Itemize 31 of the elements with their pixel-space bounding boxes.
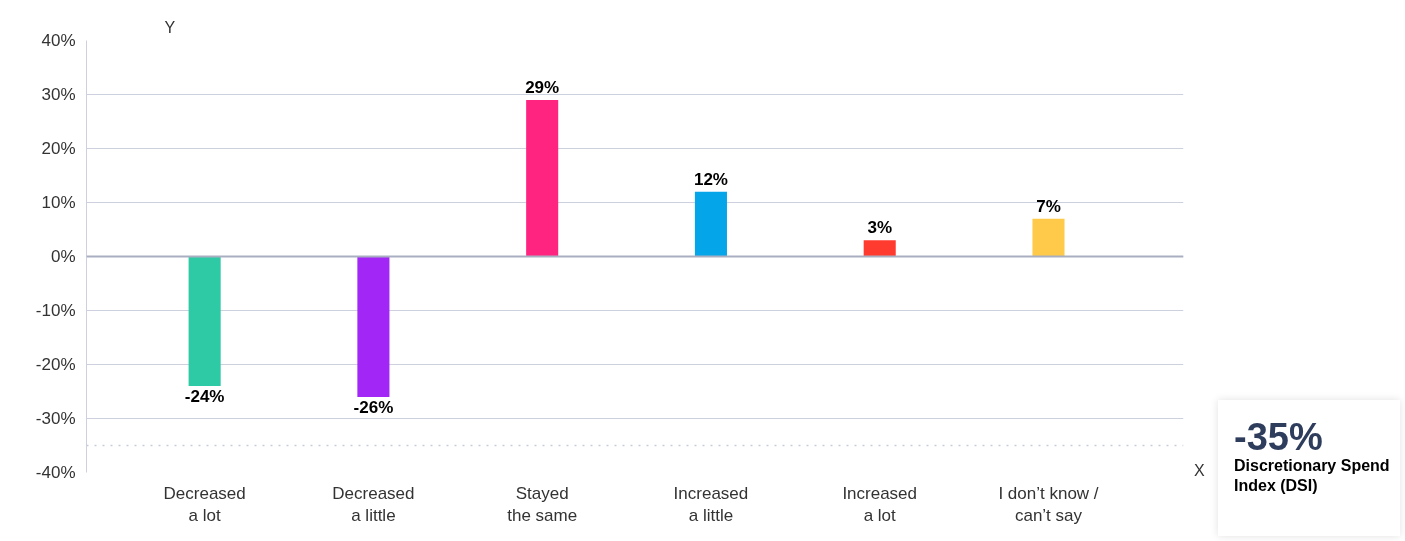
text: Discretionary Spend Index (DSI) <box>1234 456 1391 496</box>
bar <box>694 191 727 257</box>
data-label: -26% <box>353 397 394 417</box>
x-tick-label: Decreased a lot <box>163 483 246 526</box>
y-tick-label: 0% <box>50 247 76 266</box>
bar <box>863 240 896 257</box>
x-tick-label: Increased a lot <box>842 483 918 526</box>
x-tick-label: I don’t know / can’t say <box>998 483 1099 526</box>
y-tick-label: 40% <box>41 31 76 50</box>
y-axis-title: Y <box>164 18 176 36</box>
x-tick-label: Increased a little <box>673 483 749 526</box>
y-tick-label: 30% <box>41 85 76 104</box>
y-tick-label: -30% <box>35 409 76 428</box>
data-label: 7% <box>1036 196 1061 216</box>
ref-line-label: -35% <box>1234 416 1324 458</box>
y-tick-label: -20% <box>35 355 76 374</box>
y-tick-label: 20% <box>41 139 76 158</box>
data-label: 29% <box>525 77 560 97</box>
bar <box>1032 218 1065 257</box>
y-tick-label: -40% <box>35 463 76 482</box>
data-label: 12% <box>693 169 728 189</box>
data-label: 3% <box>867 218 893 238</box>
x-axis-title: X <box>1194 461 1205 481</box>
y-tick-label: -10% <box>35 301 76 320</box>
x-tick-label: Decreased a little <box>332 483 415 526</box>
bar <box>526 99 559 257</box>
bar <box>357 256 390 397</box>
bar <box>188 256 221 387</box>
x-tick-label: Stayed the same <box>507 483 578 526</box>
y-tick-label: 10% <box>41 193 76 212</box>
data-label: -24% <box>184 387 225 407</box>
